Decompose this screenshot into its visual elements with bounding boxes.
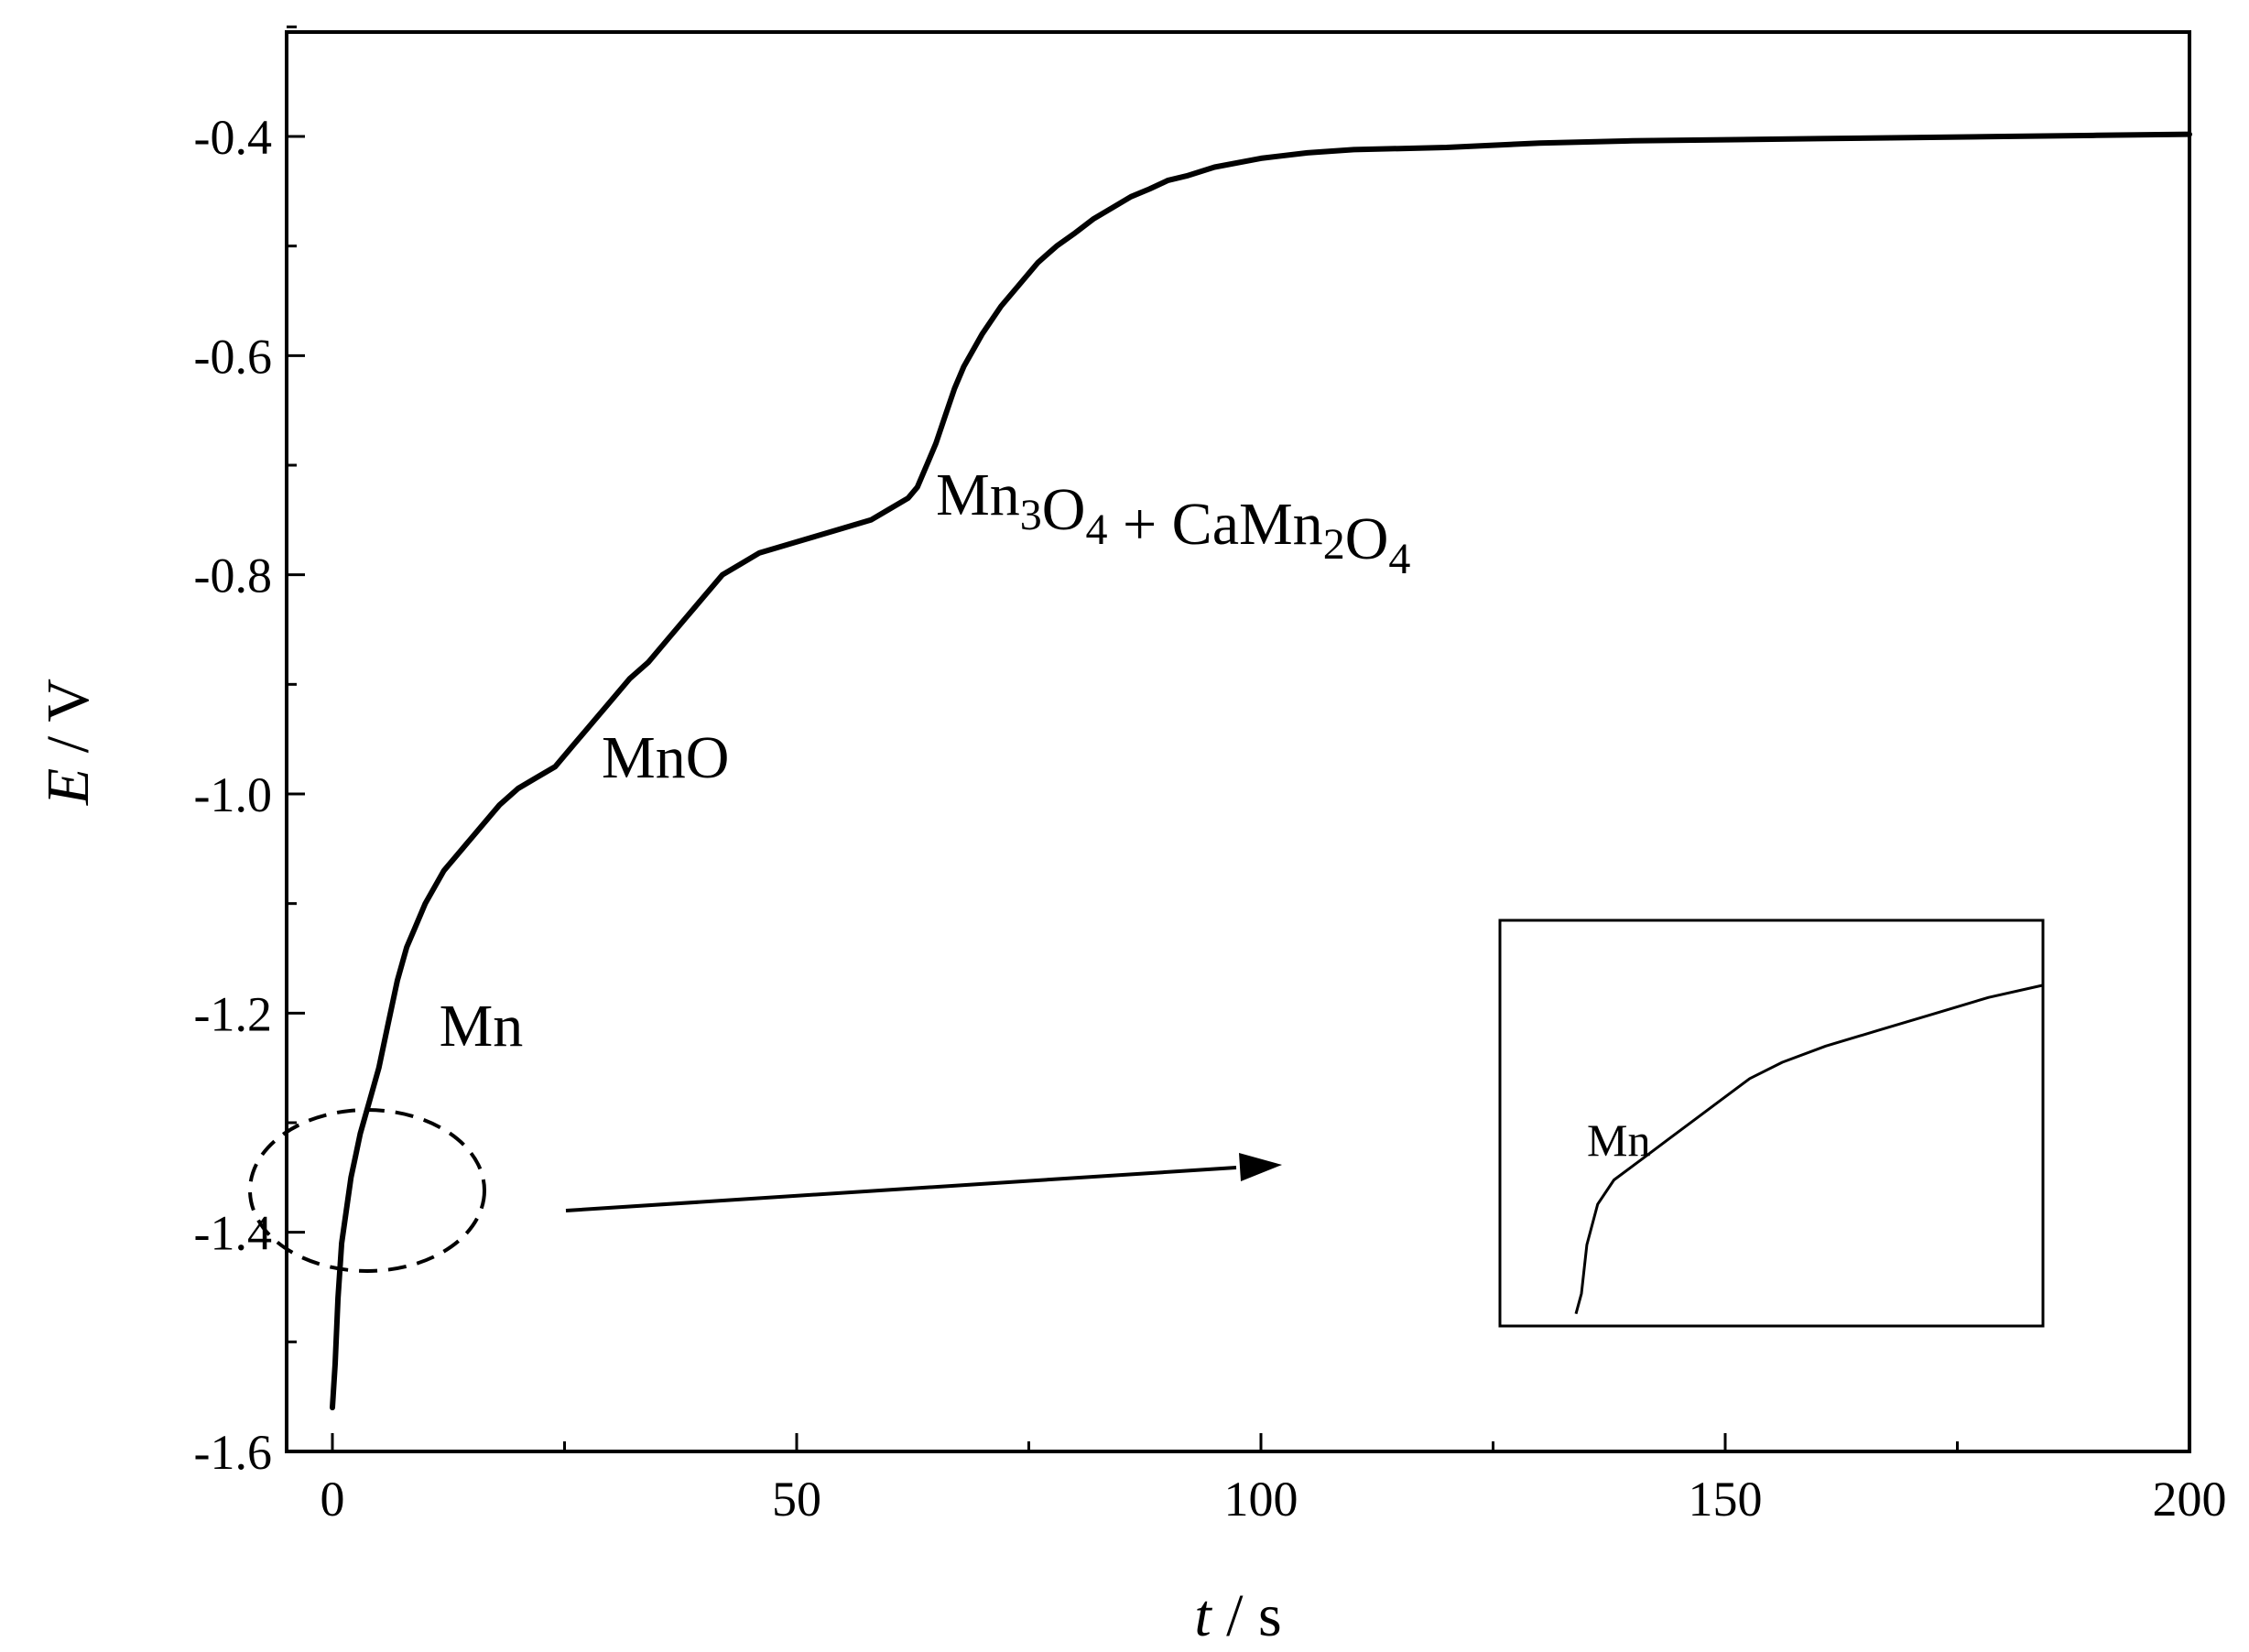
y-tick-label: -1.0 — [194, 767, 272, 822]
subscript: 4 — [1085, 505, 1107, 554]
y-tick-label: -1.2 — [194, 986, 272, 1041]
x-tick-label: 0 — [321, 1472, 345, 1527]
y-axis-symbol: E — [35, 768, 102, 806]
annotation-text: O — [1042, 476, 1086, 543]
tick-labels: 0 50 100 150 200 -1.6 -1.4 -1.2 -1.0 -0.8 -0.6 -0.4 — [194, 110, 2227, 1527]
y-tick-label: -0.8 — [194, 549, 272, 603]
y-tick-label: -1.6 — [194, 1425, 272, 1480]
annotation-label: Mn — [440, 993, 524, 1060]
zoom-arrow-head — [1239, 1153, 1282, 1181]
plot-frame — [285, 30, 2191, 1453]
x-axis-title: t / s — [1194, 1582, 1281, 1649]
subscript: 4 — [1388, 535, 1410, 583]
x-axis-unit: s — [1258, 1582, 1282, 1649]
y-axis-unit: V — [35, 679, 102, 723]
y-axis-title: E / V — [35, 679, 102, 806]
series-line — [330, 131, 2192, 1411]
x-tick-label: 50 — [772, 1472, 821, 1527]
x-tick-label: 100 — [1224, 1472, 1298, 1527]
inset-label: Mn — [1587, 1114, 1650, 1166]
y-tick-label: -0.6 — [194, 329, 272, 384]
annotation-label: Mn3O4 + CaMn2O4 — [936, 462, 1410, 583]
zoom-region-ellipse — [248, 1108, 486, 1273]
zoom-arrow — [565, 1166, 1237, 1212]
x-tick-label: 150 — [1689, 1472, 1763, 1527]
inset-frame — [1498, 918, 2045, 1328]
subscript: 3 — [1020, 491, 1042, 539]
x-axis-symbol: t — [1194, 1582, 1212, 1649]
annotation-text: + CaMn — [1107, 491, 1322, 558]
annotation-label: MnO — [602, 724, 729, 791]
subscript: 2 — [1323, 520, 1345, 569]
annotation-text: Mn — [936, 462, 1020, 528]
tick-marks — [287, 25, 2191, 1453]
inset-line — [1574, 984, 2044, 1315]
y-tick-label: -1.4 — [194, 1206, 272, 1261]
y-tick-label: -0.4 — [194, 110, 272, 165]
x-tick-label: 200 — [2153, 1472, 2227, 1527]
annotation-text: O — [1345, 505, 1389, 572]
